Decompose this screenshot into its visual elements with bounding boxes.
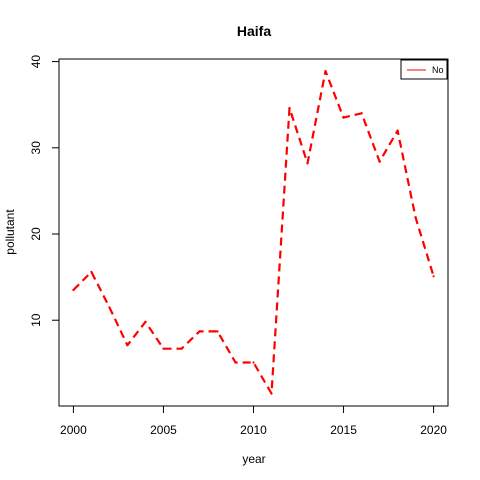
series-layer <box>72 69 435 395</box>
x-tick-label-2020: 2020 <box>420 423 447 437</box>
data-point-2009 <box>234 361 237 364</box>
data-point-2007 <box>198 330 201 333</box>
data-point-2003 <box>126 344 129 347</box>
data-point-2020 <box>432 275 435 278</box>
x-tick-label-2015: 2015 <box>330 423 357 437</box>
x-axis-label: year <box>242 452 265 466</box>
legend-label-no: No <box>432 65 444 75</box>
data-point-2012 <box>288 107 291 110</box>
data-point-2019 <box>414 216 417 219</box>
data-point-2005 <box>162 347 165 350</box>
data-point-2001 <box>90 270 93 273</box>
y-axis-label: pollutant <box>3 209 17 255</box>
data-point-2011 <box>270 392 273 395</box>
x-tick-label-2000: 2000 <box>60 423 87 437</box>
y-tick-label-30: 30 <box>29 141 43 155</box>
data-point-2002 <box>108 306 111 309</box>
y-tick-label-20: 20 <box>29 227 43 241</box>
data-point-2015 <box>342 116 345 119</box>
x-tick-label-2005: 2005 <box>150 423 177 437</box>
data-point-2016 <box>360 112 363 115</box>
series-line-no <box>72 69 435 395</box>
data-point-2013 <box>306 162 309 165</box>
data-point-2004 <box>144 320 147 323</box>
data-point-2008 <box>216 330 219 333</box>
plot-area <box>58 58 449 407</box>
data-point-2017 <box>378 160 381 163</box>
data-point-2006 <box>180 347 183 350</box>
y-tick-label-40: 40 <box>29 55 43 69</box>
y-tick-label-10: 10 <box>29 313 43 327</box>
legend: No <box>400 59 448 80</box>
x-tick-label-2010: 2010 <box>240 423 267 437</box>
data-point-2010 <box>252 361 255 364</box>
data-point-2014 <box>324 70 327 73</box>
chart-title: Haifa <box>237 23 271 39</box>
data-point-2000 <box>72 288 75 292</box>
y-axis: 10 20 30 40 <box>29 55 60 327</box>
data-point-2018 <box>396 129 399 132</box>
x-axis: 2000 2005 2010 2015 2020 <box>60 405 447 437</box>
